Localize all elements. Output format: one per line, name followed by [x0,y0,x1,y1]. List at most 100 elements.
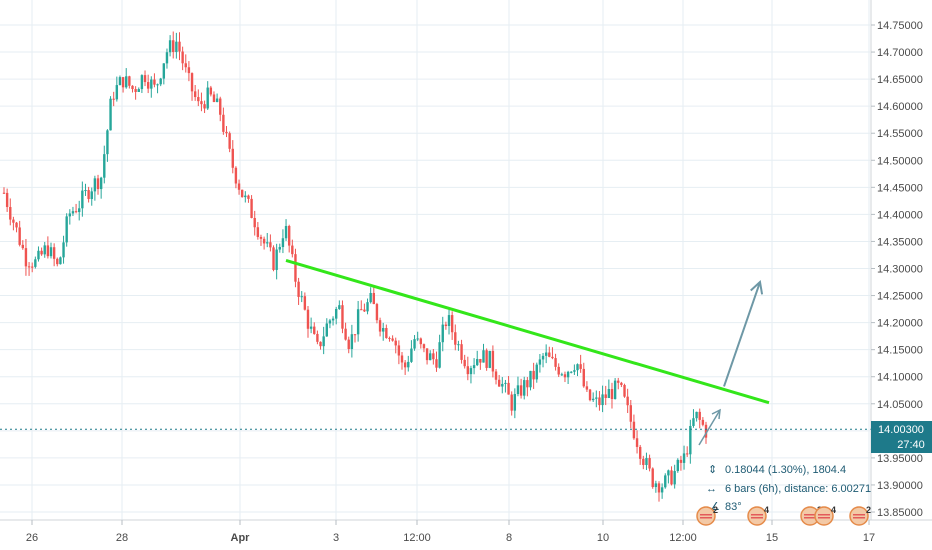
candle-body [504,382,507,384]
candle-body [476,359,479,366]
candle-body [40,250,43,255]
candle-body [18,227,21,245]
candle-body [460,344,463,360]
candle-body [526,380,529,388]
price-tick: 14.20000 [877,318,923,330]
current-price-label: 14.00300 [878,424,924,436]
candle-body [209,87,213,95]
candle-body [432,353,435,360]
candle-body [150,79,153,89]
candle-body [667,470,670,476]
candle-body [472,365,476,369]
time-tick: 17 [863,532,875,544]
candle-body [378,320,382,332]
price-tick: 14.35000 [877,236,923,248]
candle-body [334,308,338,319]
candle-body [435,359,438,368]
candle-body [319,341,322,347]
candle-body [601,394,604,406]
economic-events[interactable]: 2 4 3 4 2 [696,505,871,526]
candle-body [62,242,65,258]
candle-body [350,334,354,350]
candle-body [24,248,28,267]
candle-body [325,323,328,337]
candle-body [259,236,263,239]
candle-body [588,389,592,401]
candle-body [463,359,466,367]
candle-body [225,131,228,134]
candle-body [59,257,62,265]
price-tick: 14.40000 [877,209,923,221]
time-tick-labels: 26 28 Apr 3 12:00 8 10 12:00 15 17 [26,520,875,544]
candle-body [21,244,25,249]
candle-body [165,52,169,64]
candle-body [566,371,570,378]
candle-body [576,364,579,371]
candle-body [90,191,93,200]
candle-body [125,76,128,88]
candle-body [240,189,244,198]
candle-body [422,344,426,349]
candle-body [316,333,319,342]
candle-body [607,389,611,399]
candle-body [134,89,137,92]
candle-body [140,75,144,90]
trendline[interactable] [285,258,770,405]
bar-countdown-label: 27:40 [897,439,925,451]
candle-body [685,453,689,455]
measure-angle-icon: ∠ [710,501,720,513]
candle-body [403,362,407,368]
candle-body [454,332,457,345]
event-count: 4 [764,505,769,515]
measure-arrow [698,409,721,446]
event-badge[interactable]: 2 [696,505,718,526]
candle-body [187,67,191,74]
event-badge[interactable]: 4 [747,505,769,526]
candle-body [457,344,460,346]
candle-body [400,355,404,363]
candle-body [168,40,172,53]
candle-body [385,328,388,338]
candle-body [121,77,125,88]
candle-body [181,51,184,64]
candle-body [629,405,632,422]
candle-body [579,364,582,369]
price-tick: 13.95000 [877,453,923,465]
candle-body [200,101,203,105]
candle-body [256,227,260,237]
candle-body [535,364,538,380]
event-badge[interactable]: 4 [814,505,836,526]
price-tick: 13.85000 [877,507,923,519]
time-scale[interactable] [0,520,932,550]
event-badge[interactable]: 2 [849,505,871,526]
measure-price-change: 0.18044 (1.30%), 1804.4 [725,464,846,476]
candle-body [657,483,661,493]
candle-body [103,154,106,178]
projection-arrow[interactable] [698,280,764,446]
measure-horizontal-icon: ↔ [706,483,717,495]
candle-body [632,421,636,439]
candle-body [294,254,297,282]
candle-body [68,213,72,217]
price-tick: 14.65000 [877,74,923,86]
candle-body [407,361,410,368]
candle-body [544,352,548,356]
projection-arrow-head [750,280,764,295]
candle-body [281,238,285,248]
candle-body [237,183,241,190]
candle-body [341,305,344,329]
candle-body [679,459,683,463]
candle-body [206,87,209,109]
candle-body [99,177,103,190]
candle-body [162,63,166,79]
candle-body [313,326,316,334]
candle-body [212,94,216,102]
candle-body [701,419,705,425]
candle-body [613,380,617,400]
price-tick: 14.30000 [877,264,923,276]
candle-body [37,250,40,260]
candle-body [297,281,300,297]
candle-body [394,340,397,346]
candle-body [494,371,498,380]
